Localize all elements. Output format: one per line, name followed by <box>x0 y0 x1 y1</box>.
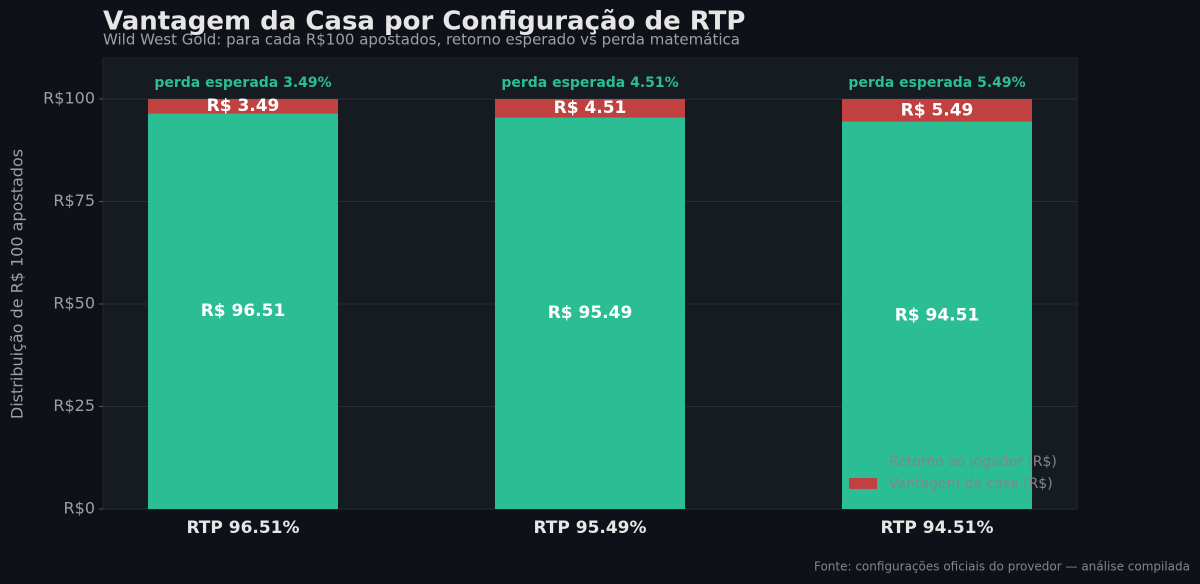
annotation: perda esperada 5.49% <box>848 75 1025 91</box>
value-label: R$ 94.51 <box>895 305 980 325</box>
y-tick-label: R$0 <box>64 499 95 518</box>
value-label: R$ 95.49 <box>548 303 633 323</box>
y-tick-label: R$100 <box>43 89 95 108</box>
chart-subtitle: Wild West Gold: para cada R$100 apostado… <box>103 31 740 49</box>
annotation: perda esperada 3.49% <box>154 75 331 91</box>
value-label: R$ 5.49 <box>901 100 974 120</box>
bar-segment <box>842 99 1032 122</box>
bar-segment <box>148 113 338 510</box>
source-note: Fonte: configurações oficiais do provedo… <box>814 560 1190 574</box>
y-tick-label: R$75 <box>53 191 95 210</box>
legend-label: Vantagem da casa (R$) <box>889 476 1053 492</box>
legend-label: Retorno ao jogador (R$) <box>889 454 1057 470</box>
x-tick-label: RTP 95.49% <box>533 518 646 538</box>
y-axis-label: Distribuição de R$ 100 apostados <box>8 149 27 419</box>
bar-segment <box>495 117 685 509</box>
annotation: perda esperada 4.51% <box>501 75 678 91</box>
bar-segment <box>495 99 685 118</box>
value-label: R$ 3.49 <box>207 96 280 116</box>
bar-segment <box>148 99 338 114</box>
value-label: R$ 4.51 <box>554 98 627 118</box>
legend-swatch <box>849 456 877 467</box>
bar-segment <box>842 121 1032 509</box>
y-tick-label: R$50 <box>53 294 95 313</box>
chart-title: Vantagem da Casa por Configuração de RTP <box>103 7 745 37</box>
x-tick-label: RTP 94.51% <box>880 518 993 538</box>
legend-swatch <box>849 478 877 489</box>
y-tick-label: R$25 <box>53 396 95 415</box>
value-label: R$ 96.51 <box>201 301 286 321</box>
x-tick-label: RTP 96.51% <box>186 518 299 538</box>
